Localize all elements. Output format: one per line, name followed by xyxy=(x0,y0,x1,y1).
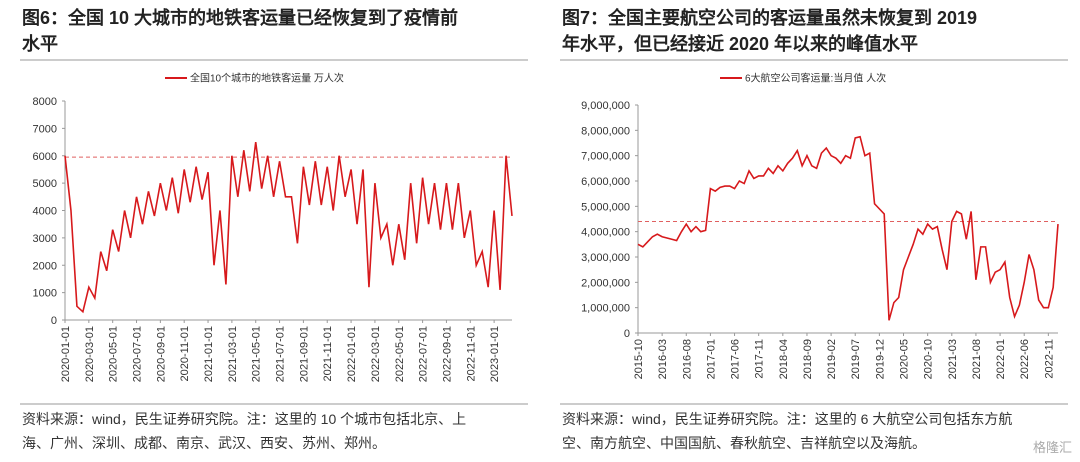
line-series xyxy=(64,141,513,314)
x-tick-label: 2017-01 xyxy=(705,339,717,379)
x-tick-label: 2020-09-01 xyxy=(155,326,167,382)
y-tick-label: 0 xyxy=(624,328,630,340)
x-tick-label: 2015-10 xyxy=(633,339,645,379)
x-tick-label: 2022-11 xyxy=(1043,339,1055,379)
x-tick-label: 2020-10 xyxy=(923,339,935,379)
x-tick-label: 2019-02 xyxy=(826,339,838,379)
y-tick-label: 2,000,000 xyxy=(581,277,630,289)
y-tick-label: 6000 xyxy=(33,151,57,163)
x-tick-label: 2020-03-01 xyxy=(84,326,96,382)
x-tick-label: 2023-01-01 xyxy=(489,326,501,382)
x-tick-label: 2017-11 xyxy=(754,339,766,379)
legend-label: 6大航空公司客运量:当月值 人次 xyxy=(745,72,886,85)
watermark: 格隆汇 xyxy=(1033,440,1072,455)
source-note: 资料来源：wind，民生证券研究院。注：这里的 6 大航空公司包括东方航 xyxy=(562,411,1012,427)
chart-title: 年水平，但已经接近 2020 年以来的峰值水平 xyxy=(562,33,918,54)
chart-title: 水平 xyxy=(22,33,58,54)
x-tick-label: 2019-12 xyxy=(874,339,886,379)
y-tick-label: 6,000,000 xyxy=(581,176,630,188)
source-note: 空、南方航空、中国国航、春秋航空、吉祥航空以及海航。 xyxy=(562,435,926,451)
x-tick-label: 2021-11-01 xyxy=(322,326,334,381)
x-tick-label: 2017-06 xyxy=(730,339,742,379)
x-tick-label: 2016-03 xyxy=(657,339,669,379)
y-tick-label: 8,000,000 xyxy=(581,125,630,137)
y-tick-label: 5000 xyxy=(33,178,57,190)
y-tick-label: 4,000,000 xyxy=(581,227,630,239)
source-note: 资料来源：wind，民生证券研究院。注：这里的 10 个城市包括北京、上 xyxy=(22,411,466,427)
y-tick-label: 2000 xyxy=(33,260,57,272)
x-tick-label: 2022-07-01 xyxy=(418,326,430,382)
y-tick-label: 1,000,000 xyxy=(581,303,630,315)
x-tick-label: 2016-08 xyxy=(681,339,693,379)
chart-title: 图6：全国 10 大城市的地铁客运量已经恢复到了疫情前 xyxy=(22,7,458,28)
y-tick-label: 4000 xyxy=(33,206,57,218)
y-tick-label: 3000 xyxy=(33,233,57,245)
x-tick-label: 2021-05-01 xyxy=(251,326,263,382)
x-tick-label: 2022-11-01 xyxy=(465,326,477,381)
x-tick-label: 2022-05-01 xyxy=(394,326,406,382)
y-tick-label: 1000 xyxy=(33,288,57,300)
y-tick-label: 0 xyxy=(51,315,57,327)
x-tick-label: 2020-05-01 xyxy=(108,326,120,382)
y-tick-label: 7000 xyxy=(33,123,57,135)
legend-label: 全国10个城市的地铁客运量 万人次 xyxy=(190,72,344,85)
y-tick-label: 8000 xyxy=(33,96,57,108)
chart-title: 图7：全国主要航空公司的客运量虽然未恢复到 2019 xyxy=(562,7,977,28)
source-note: 海、广州、深圳、成都、南京、武汉、西安、苏州、郑州。 xyxy=(22,435,386,451)
x-tick-label: 2022-09-01 xyxy=(441,326,453,382)
y-tick-label: 7,000,000 xyxy=(581,151,630,163)
line-series xyxy=(637,135,1059,321)
x-tick-label: 2021-08 xyxy=(971,339,983,379)
y-tick-label: 5,000,000 xyxy=(581,201,630,213)
x-tick-label: 2022-03-01 xyxy=(370,326,382,382)
x-tick-label: 2021-01-01 xyxy=(203,326,215,382)
x-tick-label: 2022-01-01 xyxy=(346,326,358,382)
x-tick-label: 2018-04 xyxy=(778,339,790,379)
x-tick-label: 2020-01-01 xyxy=(60,326,72,382)
x-tick-label: 2020-11-01 xyxy=(179,326,191,381)
x-tick-label: 2020-05 xyxy=(899,339,911,379)
x-tick-label: 2020-07-01 xyxy=(132,326,144,382)
x-tick-label: 2022-01 xyxy=(995,339,1007,379)
x-tick-label: 2019-07 xyxy=(850,339,862,379)
x-tick-label: 2018-09 xyxy=(802,339,814,379)
y-tick-label: 9,000,000 xyxy=(581,100,630,112)
x-tick-label: 2022-06 xyxy=(1019,339,1031,379)
x-tick-label: 2021-03 xyxy=(947,339,959,379)
y-tick-label: 3,000,000 xyxy=(581,252,630,264)
x-tick-label: 2021-03-01 xyxy=(227,326,239,382)
x-tick-label: 2021-09-01 xyxy=(298,326,310,382)
x-tick-label: 2021-07-01 xyxy=(275,326,287,382)
